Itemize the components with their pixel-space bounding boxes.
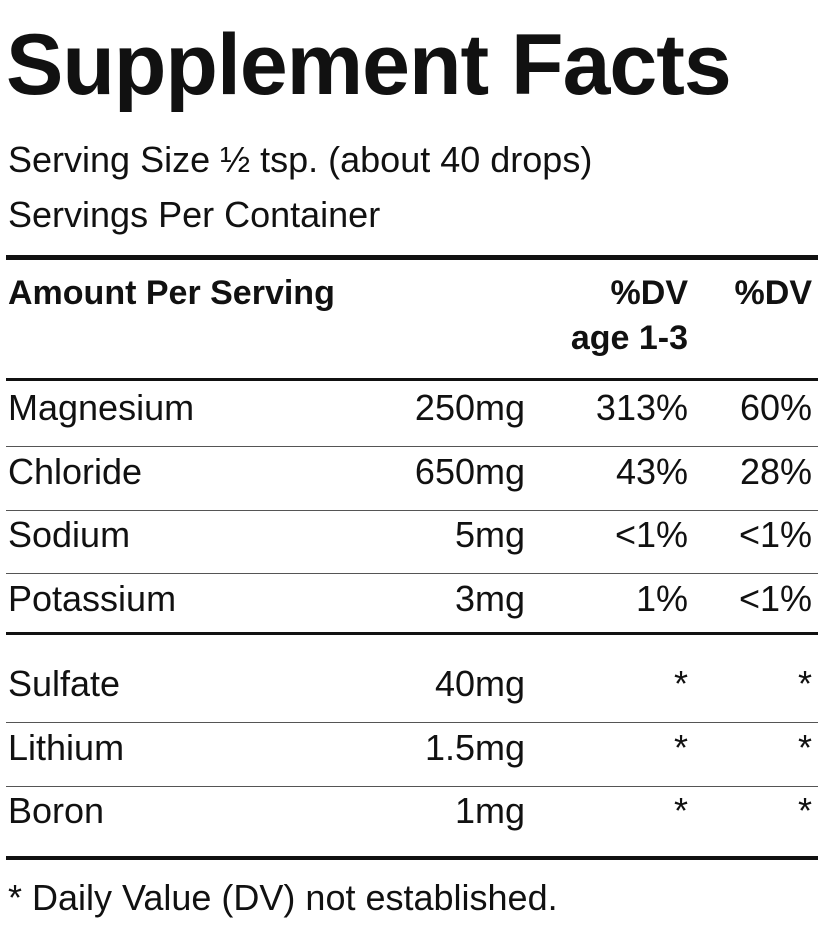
- dv-child: <1%: [614, 514, 688, 555]
- header-dv2: %DV: [734, 274, 812, 312]
- row-rule: [6, 573, 818, 574]
- dv-child: *: [673, 663, 688, 704]
- dv-adult: 60%: [739, 387, 812, 428]
- dv-adult: *: [797, 726, 812, 768]
- dv-adult: *: [797, 790, 812, 831]
- dv-child: 1%: [635, 577, 688, 619]
- serving-size: Serving Size ½ tsp. (about 40 drops): [8, 139, 593, 180]
- dv-adult: 28%: [739, 450, 812, 492]
- nutrient-name: Lithium: [8, 726, 125, 768]
- amount: 3mg: [454, 577, 525, 619]
- group-rule: [6, 632, 818, 635]
- header-dv1-age: age 1-3: [570, 319, 688, 357]
- amount: 250mg: [414, 387, 525, 428]
- nutrient-name: Chloride: [8, 450, 143, 492]
- bottom-rule: [6, 856, 818, 860]
- nutrient-name: Sodium: [8, 514, 131, 555]
- footnote: * Daily Value (DV) not established.: [8, 877, 558, 918]
- amount: 1.5mg: [424, 726, 525, 768]
- title: Supplement Facts: [6, 17, 732, 113]
- row-rule: [6, 722, 818, 723]
- row-rule: [6, 446, 818, 447]
- header-amount: Amount Per Serving: [8, 274, 335, 312]
- amount: 40mg: [434, 663, 525, 704]
- dv-child: *: [673, 726, 688, 768]
- dv-child: 313%: [595, 387, 688, 428]
- nutrient-name: Boron: [8, 790, 105, 831]
- row-rule: [6, 785, 818, 787]
- amount: 1mg: [454, 790, 525, 831]
- dv-child: *: [673, 790, 688, 831]
- dv-adult: *: [797, 663, 812, 704]
- dv-child: 43%: [615, 450, 688, 492]
- dv-adult: <1%: [738, 577, 812, 619]
- nutrient-name: Potassium: [8, 577, 177, 619]
- nutrient-name: Magnesium: [8, 387, 195, 428]
- servings-per-container: Servings Per Container: [8, 194, 381, 235]
- thick-rule: [6, 255, 818, 260]
- amount: 650mg: [414, 450, 525, 492]
- header-rule: [6, 378, 818, 381]
- dv-adult: <1%: [738, 514, 812, 555]
- amount: 5mg: [454, 514, 525, 555]
- header-dv1: %DV: [610, 274, 688, 312]
- nutrient-name: Sulfate: [8, 663, 121, 704]
- row-rule: [6, 509, 818, 511]
